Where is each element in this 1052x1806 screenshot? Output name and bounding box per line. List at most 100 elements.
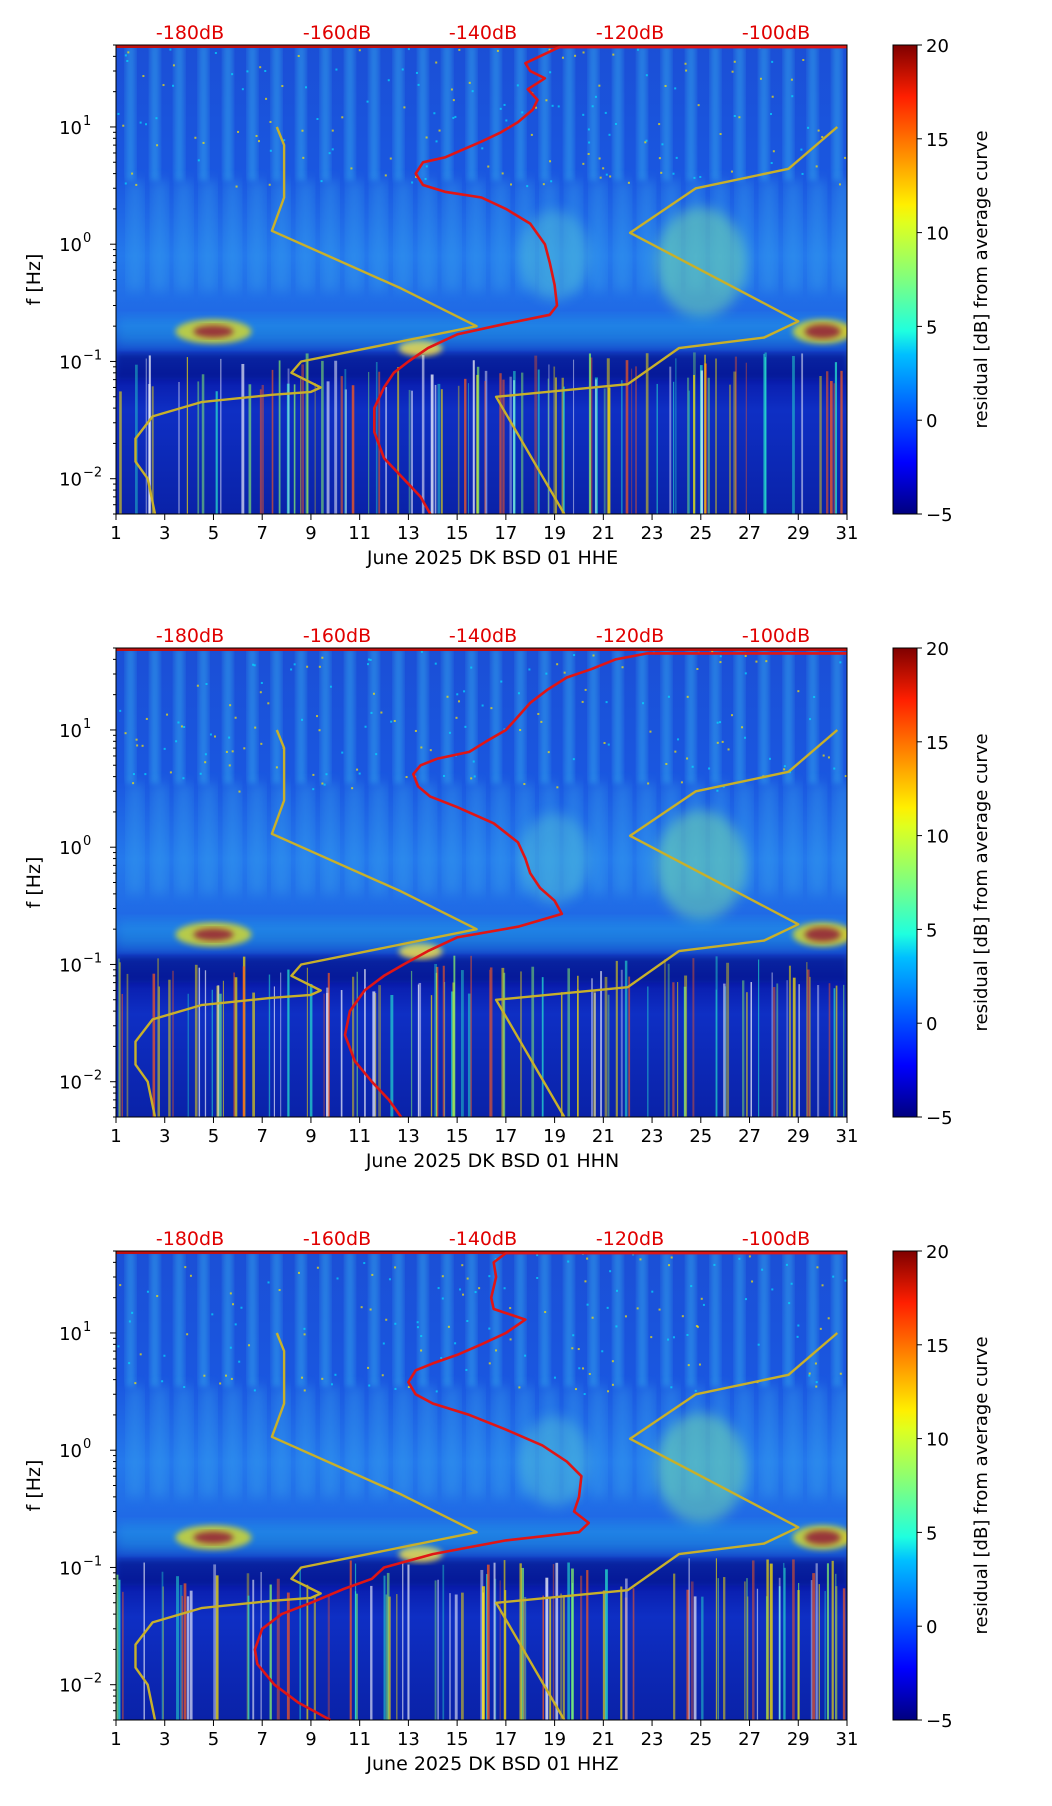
x-tick-label: 19 [543, 1126, 566, 1147]
speckle [730, 714, 733, 717]
transient-streak [323, 993, 325, 1117]
day-column-lower [347, 1386, 362, 1497]
speckle [388, 1278, 391, 1281]
speckle [490, 707, 493, 710]
transient-streak [521, 1567, 525, 1720]
speckle [582, 162, 585, 165]
transient-streak [397, 366, 400, 514]
speckle [800, 148, 803, 151]
speckle [577, 1348, 580, 1351]
speckle [420, 1349, 423, 1352]
speckle [686, 757, 689, 760]
speckle [478, 1287, 481, 1290]
day-column [857, 1251, 866, 1386]
transient-streak [176, 1576, 179, 1720]
speckle [808, 1374, 811, 1377]
x-tick-label: 13 [397, 523, 420, 544]
transient-streak [183, 1583, 187, 1720]
day-column-lower [469, 180, 484, 291]
speckle [711, 650, 714, 653]
day-column [442, 648, 452, 784]
transient-streak [334, 360, 338, 514]
transient-streak [126, 973, 129, 1117]
day-column-lower [225, 783, 240, 894]
transient-streak [383, 1575, 386, 1720]
speckle [815, 1385, 818, 1388]
colorbar-gradient [892, 647, 918, 1118]
speckle [350, 167, 353, 170]
transient-streak [201, 374, 205, 514]
speckle [455, 716, 458, 719]
speckle [177, 721, 180, 724]
speckle [744, 655, 747, 658]
transient-streak [810, 1580, 813, 1720]
speckle [126, 59, 129, 62]
speckle [155, 117, 158, 120]
transient-streak [286, 1592, 290, 1720]
day-column [369, 648, 379, 784]
speckle [790, 78, 793, 81]
transient-streak [211, 989, 214, 1117]
x-tick-label: 17 [494, 1126, 517, 1147]
speckle [526, 185, 529, 188]
x-tick-label: 3 [159, 523, 170, 544]
transient-streak [430, 374, 434, 514]
day-column-lower [298, 1386, 313, 1497]
day-column [808, 45, 818, 181]
speckle [488, 1362, 491, 1365]
speckle [124, 54, 127, 57]
top-db-label: -140dB [449, 625, 517, 647]
speckle [393, 719, 396, 722]
top-db-label: -160dB [303, 625, 371, 647]
transient-streak [454, 1594, 458, 1720]
speckle [474, 1291, 477, 1294]
speckle [328, 152, 331, 155]
transient-streak [690, 1581, 694, 1720]
speckle [414, 729, 417, 732]
transient-streak [189, 1590, 193, 1720]
top-strip [116, 648, 847, 651]
speckle [796, 1335, 799, 1338]
day-column [199, 1251, 209, 1387]
transient-streak [390, 994, 394, 1117]
speckle [661, 143, 664, 146]
transient-streak [817, 985, 820, 1117]
speckle [472, 760, 475, 763]
noise-model-curve [494, 1332, 839, 1721]
day-column [832, 648, 842, 784]
day-column-lower [396, 1386, 411, 1497]
y-axis-label: f [Hz] [23, 254, 45, 306]
day-column [199, 45, 209, 181]
speckle [748, 1255, 751, 1258]
transient-streak [686, 377, 690, 514]
transient-streak [830, 381, 833, 514]
transient-streak [769, 1563, 773, 1720]
speckle [639, 1258, 642, 1261]
speckle [205, 683, 208, 686]
speckle [463, 690, 466, 693]
speckle [183, 725, 186, 728]
speckle [591, 105, 594, 108]
speckle [636, 1307, 639, 1310]
speckle [450, 88, 453, 91]
day-column [540, 1251, 550, 1387]
speckle [231, 73, 234, 76]
speckle [389, 157, 392, 160]
speckle [269, 120, 272, 123]
speckle [303, 1389, 306, 1392]
speckle [356, 768, 359, 771]
colorbar-tick-label: 0 [926, 1014, 937, 1035]
x-tick-label: 19 [543, 523, 566, 544]
top-db-label: -180dB [156, 1228, 224, 1250]
transient-streak [121, 993, 124, 1117]
swell-event [519, 1416, 590, 1507]
speckle [697, 104, 700, 107]
transient-streak [809, 976, 811, 1117]
transient-streak [157, 958, 159, 1117]
transient-streak [555, 1562, 559, 1720]
speckle [642, 702, 645, 705]
speckle [368, 1384, 371, 1387]
day-column-lower [201, 783, 216, 894]
speckle [416, 1326, 419, 1329]
